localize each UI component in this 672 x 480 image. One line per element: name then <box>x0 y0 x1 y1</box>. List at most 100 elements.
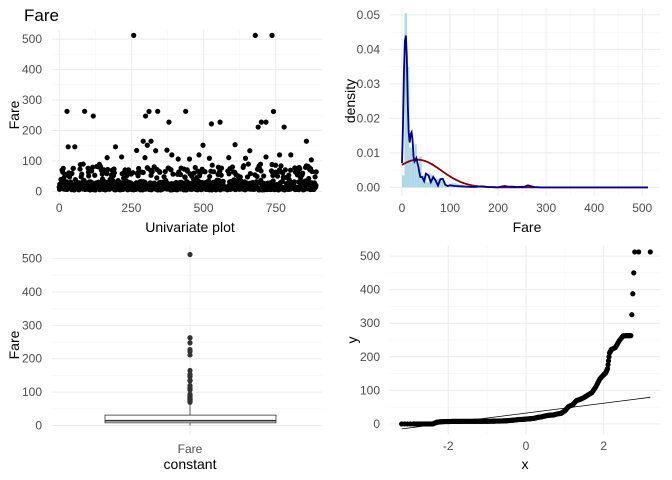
y-tick-label: 500 <box>360 249 380 263</box>
data-point <box>217 119 223 125</box>
x-tick-label: 400 <box>584 201 604 215</box>
histogram-bar <box>414 144 417 188</box>
data-point <box>111 170 117 176</box>
qq-point <box>630 291 636 297</box>
data-point <box>254 173 260 180</box>
data-point <box>232 142 238 148</box>
x-tick-label: 0 <box>523 439 530 453</box>
y-tick-label: 500 <box>22 32 42 46</box>
y-tick-label: 0 <box>35 184 42 198</box>
y-tick-label: 100 <box>22 154 42 168</box>
data-point <box>162 168 168 175</box>
x-tick-label: 500 <box>632 201 652 215</box>
chart-title: Fare <box>24 6 59 25</box>
data-point <box>166 119 172 125</box>
data-point <box>149 169 155 175</box>
x-tick-label: 200 <box>488 201 508 215</box>
qq-ticks: 0 100 200 300 400 500 -2 0 2 <box>360 249 607 453</box>
x-tick-label: 750 <box>266 201 286 215</box>
histogram-bar <box>416 168 420 188</box>
data-point <box>242 155 249 161</box>
panel-boxplot: 0 100 200 300 400 500 Fare constant Fare <box>6 246 322 472</box>
data-point <box>65 144 71 150</box>
data-point <box>104 155 110 161</box>
data-point <box>140 138 146 144</box>
qq-point <box>631 270 637 276</box>
data-point <box>140 169 146 176</box>
data-point <box>206 155 212 161</box>
data-point <box>247 148 253 154</box>
data-point <box>282 167 288 173</box>
data-point <box>308 157 314 163</box>
histogram-bar <box>421 175 425 188</box>
qq-point <box>604 365 611 372</box>
y-tick-label: 200 <box>22 124 42 138</box>
y-tick-label: 400 <box>22 285 42 299</box>
data-point <box>165 180 171 186</box>
histogram-bar <box>441 181 444 188</box>
data-point <box>258 168 264 174</box>
data-point <box>218 172 224 178</box>
univariate-points <box>56 32 319 193</box>
data-point <box>211 169 217 175</box>
univariate-ticks: 0 100 200 300 400 500 0 250 500 750 <box>22 32 286 215</box>
qq-grid <box>390 246 660 434</box>
iqr-box <box>104 414 277 424</box>
outlier-point <box>187 387 193 393</box>
histogram-bar <box>426 182 430 188</box>
data-point <box>279 178 286 185</box>
data-point <box>241 163 247 169</box>
data-point <box>183 108 189 114</box>
panel-qq: 0 100 200 300 400 500 -2 0 2 x y <box>344 246 660 472</box>
data-point <box>306 175 312 182</box>
qq-point <box>636 249 642 255</box>
qq-point <box>605 362 611 368</box>
data-point <box>79 171 85 177</box>
histogram-bar <box>402 175 405 188</box>
qq-point <box>628 333 634 339</box>
data-point <box>168 167 174 173</box>
data-point <box>92 172 98 178</box>
data-point <box>263 154 269 160</box>
data-point <box>192 164 198 171</box>
y-tick-label: 0 <box>373 417 380 431</box>
histogram-bar <box>409 147 412 188</box>
data-point <box>130 170 136 176</box>
data-point <box>226 155 232 161</box>
density-ylabel: density <box>342 79 358 123</box>
y-tick-label: 300 <box>22 93 42 107</box>
data-point <box>112 144 119 150</box>
data-point <box>77 166 83 172</box>
outlier-point <box>187 352 193 358</box>
data-point <box>196 152 202 158</box>
boxplot-box <box>104 251 277 426</box>
data-point <box>278 163 284 169</box>
data-point <box>142 113 149 119</box>
data-point <box>105 166 111 173</box>
histogram-bar <box>433 178 437 188</box>
histogram-bar <box>424 173 427 188</box>
data-point <box>70 165 76 171</box>
data-point <box>261 173 267 179</box>
data-point <box>86 173 92 179</box>
data-point <box>169 152 175 158</box>
data-point <box>209 162 215 168</box>
data-point <box>208 121 215 127</box>
outlier-point <box>187 378 193 384</box>
data-point <box>90 164 96 170</box>
data-point <box>297 166 303 172</box>
data-point <box>263 119 269 125</box>
y-tick-label: 0.03 <box>357 77 381 91</box>
data-point <box>252 32 258 38</box>
data-point <box>270 172 276 179</box>
data-point <box>153 148 159 154</box>
qq-point <box>606 354 612 360</box>
data-point <box>142 155 148 161</box>
data-point <box>64 108 70 114</box>
data-point <box>218 165 225 171</box>
data-point <box>111 166 117 172</box>
data-point <box>104 171 110 177</box>
data-point <box>270 178 276 184</box>
data-point <box>90 113 96 119</box>
histogram-bar <box>438 180 442 188</box>
